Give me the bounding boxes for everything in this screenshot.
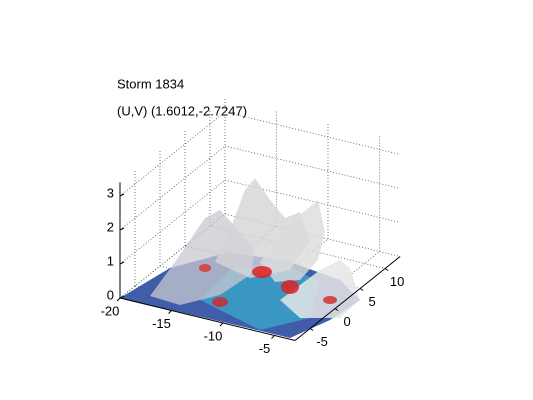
surface-peak	[252, 266, 272, 278]
x-tick-label: -10	[204, 328, 223, 343]
z-tick-label: 2	[107, 219, 114, 234]
z-tick	[119, 193, 125, 197]
surface-ridge	[260, 200, 325, 282]
y-tick	[359, 288, 364, 291]
grid-line	[224, 145, 401, 189]
x-tick	[219, 322, 224, 327]
y-tick	[334, 308, 339, 311]
y-tick-label: -5	[316, 334, 328, 349]
surface-peak	[212, 297, 228, 307]
x-axis	[119, 297, 296, 341]
y-tick-label: 10	[390, 274, 404, 289]
y-tick-label: 0	[343, 314, 350, 329]
x-tick	[116, 297, 121, 302]
surface-peak	[199, 264, 211, 272]
surface-peak	[323, 296, 337, 304]
y-tick	[309, 328, 314, 331]
chart-title: Storm 1834	[117, 76, 184, 91]
z-tick	[119, 261, 125, 265]
surface-peak	[281, 280, 299, 294]
x-tick-label: -5	[259, 341, 271, 356]
chart-subtitle: (U,V) (1.6012,-2.7247)	[117, 103, 247, 118]
z-tick-label: 0	[107, 287, 114, 302]
surface-ridge	[280, 260, 360, 318]
grid-line	[224, 111, 401, 155]
axes: -20 -15 -10 -5 -5 0 5 10 0 1 2 3	[101, 182, 404, 356]
y-tick	[384, 268, 389, 271]
z-tick-label: 1	[107, 253, 114, 268]
y-tick-label: 5	[368, 294, 375, 309]
x-tick-label: -15	[152, 316, 171, 331]
x-tick-label: -20	[101, 303, 120, 318]
surface	[120, 178, 360, 338]
z-tick	[119, 227, 125, 231]
x-tick	[168, 310, 172, 314]
x-tick	[271, 335, 275, 339]
z-tick-label: 3	[107, 185, 114, 200]
y-axis	[294, 256, 401, 341]
z-tick	[119, 295, 125, 299]
